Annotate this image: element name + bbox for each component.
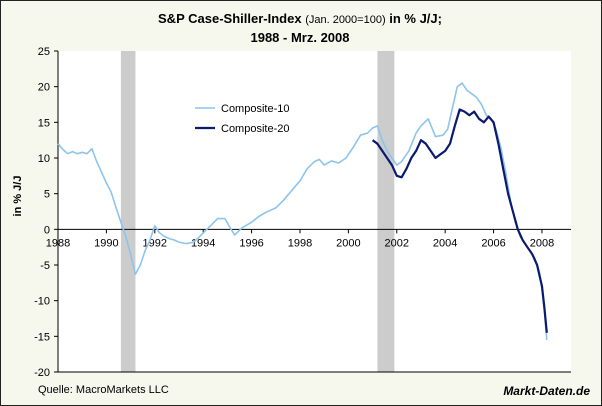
source-label: Quelle: MacroMarkets LLC	[38, 384, 169, 396]
title-line2: 1988 - Mrz. 2008	[250, 30, 350, 45]
legend-label-composite-20: Composite-20	[221, 123, 289, 135]
plot-area	[58, 51, 571, 372]
legend-label-composite-10: Composite-10	[221, 103, 289, 115]
y-tick-label--15: -15	[34, 331, 50, 343]
title-suffix: in % J/J;	[389, 11, 442, 26]
x-tick-label-2000: 2000	[336, 237, 360, 249]
recession-band-0	[120, 51, 136, 372]
recession-band-1	[377, 51, 395, 372]
y-tick-label--5: -5	[40, 260, 50, 272]
x-tick-label-1992: 1992	[143, 237, 167, 249]
y-tick-label-20: 20	[38, 82, 50, 94]
x-tick-label-1990: 1990	[94, 237, 118, 249]
y-tick-label-0: 0	[44, 224, 50, 236]
x-tick-label-1998: 1998	[288, 237, 312, 249]
y-tick-label--20: -20	[34, 367, 50, 379]
y-tick-label--10: -10	[34, 296, 50, 308]
title-main: S&P Case-Shiller-Index	[158, 11, 302, 26]
y-tick-label-10: 10	[38, 153, 50, 165]
x-tick-label-1988: 1988	[46, 237, 70, 249]
x-tick-label-2004: 2004	[433, 237, 457, 249]
y-tick-label-25: 25	[38, 46, 50, 58]
x-tick-label-1996: 1996	[239, 237, 263, 249]
series-line-composite-10	[57, 82, 548, 340]
x-tick-label-2008: 2008	[530, 237, 554, 249]
x-tick-label-2006: 2006	[481, 237, 505, 249]
brand-label: Markt-Daten.de	[503, 384, 590, 398]
x-tick-label-2002: 2002	[385, 237, 409, 249]
y-tick-label-5: 5	[44, 189, 50, 201]
title-note: (Jan. 2000=100)	[305, 14, 386, 26]
series-line-composite-20	[371, 108, 548, 333]
y-tick-label-15: 15	[38, 117, 50, 129]
x-tick-label-1994: 1994	[191, 237, 215, 249]
chart-title: S&P Case-Shiller-Index (Jan. 2000=100) i…	[0, 10, 600, 46]
